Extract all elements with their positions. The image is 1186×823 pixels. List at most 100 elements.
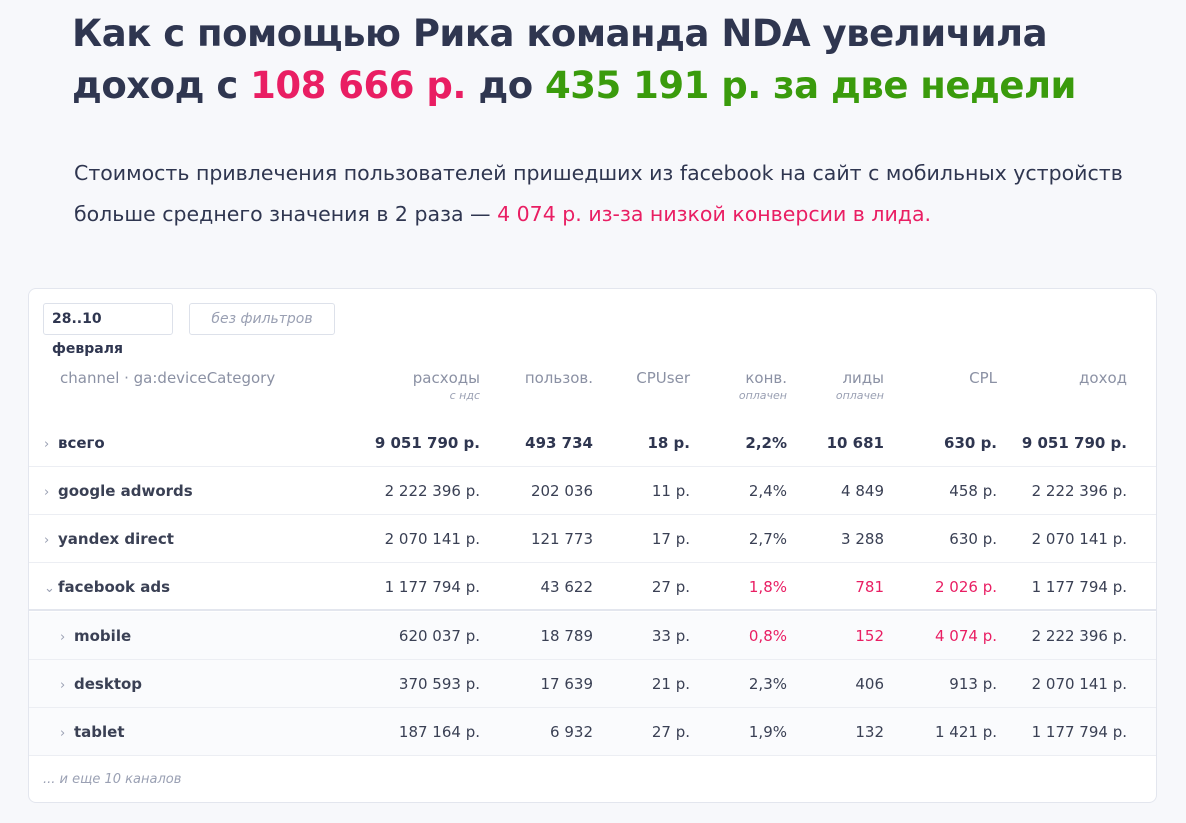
cell-users: 121 773 (530, 530, 593, 548)
cell-cpuser: 27 р. (651, 578, 690, 596)
cell-conversion: 2,4% (748, 482, 787, 500)
column-header-label: лиды (842, 369, 884, 387)
headline: Как с помощью Рика команда NDA увеличила… (72, 8, 1152, 112)
more-channels-link[interactable]: ... и еще 10 каналов (43, 772, 182, 787)
row-name-label: всего (58, 434, 105, 452)
row-name: › mobile (60, 612, 131, 662)
row-name-label: google adwords (58, 482, 193, 500)
row-name-label: mobile (74, 627, 132, 645)
table-row-tablet[interactable]: › tablet 187 164 р. 6 932 27 р. 1,9% 132 … (29, 708, 1156, 756)
row-name: › всего (44, 419, 105, 469)
chevron-right-icon[interactable]: › (60, 726, 66, 741)
column-header-conversion[interactable]: конв. оплачен (739, 369, 787, 402)
cell-spend: 187 164 р. (398, 723, 480, 741)
cell-cpl: 2 026 р. (935, 578, 997, 596)
cell-users: 18 789 (540, 627, 594, 645)
cell-cpuser: 11 р. (651, 482, 690, 500)
cell-leads: 3 288 (841, 530, 884, 548)
cell-cpuser: 17 р. (651, 530, 690, 548)
cell-conversion: 1,9% (748, 723, 787, 741)
cell-leads: 781 (855, 578, 884, 596)
headline-from-value: 108 666 р. (250, 64, 466, 107)
cell-spend: 2 070 141 р. (384, 530, 480, 548)
column-header-revenue[interactable]: доход (1079, 369, 1127, 387)
cell-leads: 4 849 (841, 482, 884, 500)
row-name: › yandex direct (44, 515, 174, 565)
cell-conversion: 2,2% (745, 434, 787, 452)
column-header-sub: оплачен (738, 389, 787, 402)
column-header-label: CPUser (636, 369, 690, 387)
chevron-right-icon[interactable]: › (44, 533, 50, 548)
intro-text: Стоимость привлечения пользователей приш… (74, 161, 1123, 226)
cell-revenue: 2 222 396 р. (1031, 482, 1127, 500)
cell-cpl: 630 р. (949, 530, 997, 548)
cell-conversion: 2,7% (748, 530, 787, 548)
date-range-chip[interactable]: 28..10 февраля (43, 303, 173, 357)
table-row-desktop[interactable]: › desktop 370 593 р. 17 639 21 р. 2,3% 40… (29, 660, 1156, 708)
table-row-google-adwords[interactable]: › google adwords 2 222 396 р. 202 036 11 … (29, 467, 1156, 515)
table-row-facebook-ads[interactable]: ⌄ facebook ads 1 177 794 р. 43 622 27 р. … (29, 563, 1156, 611)
table-row-mobile[interactable]: › mobile 620 037 р. 18 789 33 р. 0,8% 152… (29, 612, 1156, 660)
column-header-label: channel · ga:deviceCategory (60, 369, 276, 387)
cell-cpl: 630 р. (944, 434, 997, 452)
cell-leads: 132 (855, 723, 884, 741)
headline-line-2: доход с 108 666 р. до 435 191 р. за две … (72, 60, 1152, 112)
cell-conversion: 1,8% (748, 578, 787, 596)
cell-users: 6 932 (550, 723, 593, 741)
cell-cpuser: 33 р. (651, 627, 690, 645)
cell-users: 202 036 (530, 482, 593, 500)
cell-leads: 406 (855, 675, 884, 693)
cell-spend: 2 222 396 р. (384, 482, 480, 500)
cell-cpl: 4 074 р. (935, 627, 997, 645)
cell-users: 43 622 (540, 578, 594, 596)
column-header-label: конв. (745, 369, 787, 387)
column-header-spend[interactable]: расходы с ндс (413, 369, 480, 402)
cell-revenue: 2 222 396 р. (1031, 627, 1127, 645)
cell-cpuser: 27 р. (651, 723, 690, 741)
column-header-leads[interactable]: лиды оплачен (836, 369, 884, 402)
intro-paragraph: Стоимость привлечения пользователей приш… (74, 153, 1134, 235)
cell-revenue: 1 177 794 р. (1031, 723, 1127, 741)
chevron-down-icon[interactable]: ⌄ (44, 581, 55, 596)
row-name: ⌄ facebook ads (44, 563, 170, 613)
cell-revenue: 1 177 794 р. (1031, 578, 1127, 596)
chevron-right-icon[interactable]: › (44, 437, 50, 452)
cell-cpuser: 21 р. (651, 675, 690, 693)
cell-users: 493 734 (525, 434, 593, 452)
cell-spend: 370 593 р. (398, 675, 480, 693)
column-header-cpuser[interactable]: CPUser (636, 369, 690, 387)
column-header-cpl[interactable]: CPL (969, 369, 997, 387)
row-name: › desktop (60, 660, 142, 710)
column-header-label: доход (1079, 369, 1127, 387)
cell-spend: 620 037 р. (398, 627, 480, 645)
column-header-users[interactable]: пользов. (525, 369, 593, 387)
table-row-total[interactable]: › всего 9 051 790 р. 493 734 18 р. 2,2% 1… (29, 419, 1156, 467)
chevron-right-icon[interactable]: › (44, 485, 50, 500)
row-name: › tablet (60, 708, 125, 758)
cell-cpl: 458 р. (949, 482, 997, 500)
chevron-right-icon[interactable]: › (60, 630, 66, 645)
table-row-yandex-direct[interactable]: › yandex direct 2 070 141 р. 121 773 17 р… (29, 515, 1156, 563)
cell-revenue: 2 070 141 р. (1031, 530, 1127, 548)
cell-cpuser: 18 р. (647, 434, 690, 452)
cell-conversion: 0,8% (748, 627, 787, 645)
row-name-label: desktop (74, 675, 143, 693)
cell-cpl: 913 р. (949, 675, 997, 693)
cell-revenue: 9 051 790 р. (1021, 434, 1127, 452)
cell-spend: 9 051 790 р. (374, 434, 480, 452)
intro-highlight: 4 074 р. из-за низкой конверсии в лида. (497, 202, 932, 226)
cell-users: 17 639 (540, 675, 594, 693)
cell-spend: 1 177 794 р. (384, 578, 480, 596)
headline-line-1: Как с помощью Рика команда NDA увеличила (72, 12, 1048, 55)
row-name-label: yandex direct (58, 530, 174, 548)
column-header-label: пользов. (524, 369, 593, 387)
row-name-label: facebook ads (58, 578, 171, 596)
report-card: 28..10 февраля без фильтров channel · ga… (28, 288, 1157, 803)
row-name-label: tablet (74, 723, 125, 741)
column-header-sub: с ндс (449, 389, 480, 402)
chevron-right-icon[interactable]: › (60, 678, 66, 693)
cell-conversion: 2,3% (748, 675, 787, 693)
filter-chip[interactable]: без фильтров (189, 303, 335, 335)
column-header-channel[interactable]: channel · ga:deviceCategory (60, 369, 275, 387)
column-header-sub: оплачен (835, 389, 884, 402)
